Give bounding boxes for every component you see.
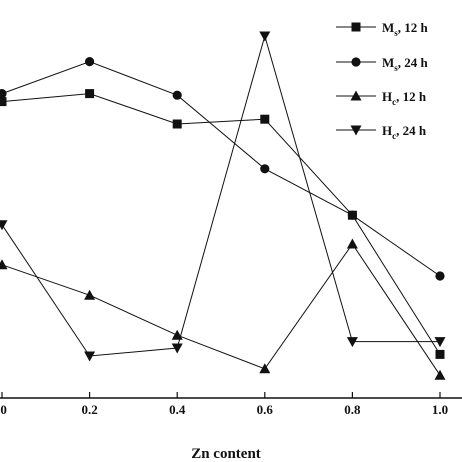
series-line (1, 61, 441, 277)
data-point (171, 329, 183, 340)
legend-marker (350, 125, 362, 136)
legend-label: Ms, 12 h (382, 20, 429, 38)
x-axis-title: Zn content (191, 446, 261, 462)
series-line (1, 243, 441, 376)
chart-axes (0, 392, 462, 399)
legend: Ms, 12 h Ms, 24 h Hc, 12 h Hc, 24 h (336, 20, 429, 141)
data-point (435, 271, 445, 281)
x-tick-labels: .0 0.2 0.4 0.6 0.8 1.0 (0, 402, 448, 417)
data-point (260, 114, 270, 124)
data-point (0, 220, 8, 231)
data-point (434, 337, 446, 348)
data-point (84, 289, 96, 300)
data-point (85, 57, 95, 67)
data-point (346, 238, 358, 249)
data-point (0, 259, 8, 270)
data-point (171, 343, 183, 354)
x-tick-label: .0 (0, 402, 7, 417)
legend-label: Ms, 24 h (382, 55, 429, 73)
data-point (0, 97, 7, 107)
series-lines (1, 34, 441, 376)
data-point (84, 351, 96, 362)
series-line (1, 93, 441, 355)
x-tick-label: 0.6 (257, 402, 274, 417)
x-tick-label: 0.2 (81, 402, 97, 417)
data-point (347, 210, 357, 220)
data-point (259, 363, 271, 374)
data-point (172, 90, 182, 100)
x-tick-label: 1.0 (432, 402, 448, 417)
x-tick-label: 0.4 (169, 402, 186, 417)
legend-marker (351, 22, 361, 32)
data-point (346, 337, 358, 348)
legend-label: Hc, 12 h (382, 89, 427, 107)
data-point (259, 31, 271, 42)
legend-marker (351, 57, 361, 67)
data-point (435, 349, 445, 359)
data-point (434, 369, 446, 380)
data-point (85, 89, 95, 99)
x-tick-label: 0.8 (344, 402, 361, 417)
legend-marker (350, 90, 362, 101)
data-point (172, 119, 182, 129)
series-markers (0, 31, 446, 380)
series-line (1, 34, 440, 357)
data-point (0, 89, 7, 99)
legend-label: Hc, 24 h (382, 123, 427, 141)
data-point (260, 164, 270, 174)
